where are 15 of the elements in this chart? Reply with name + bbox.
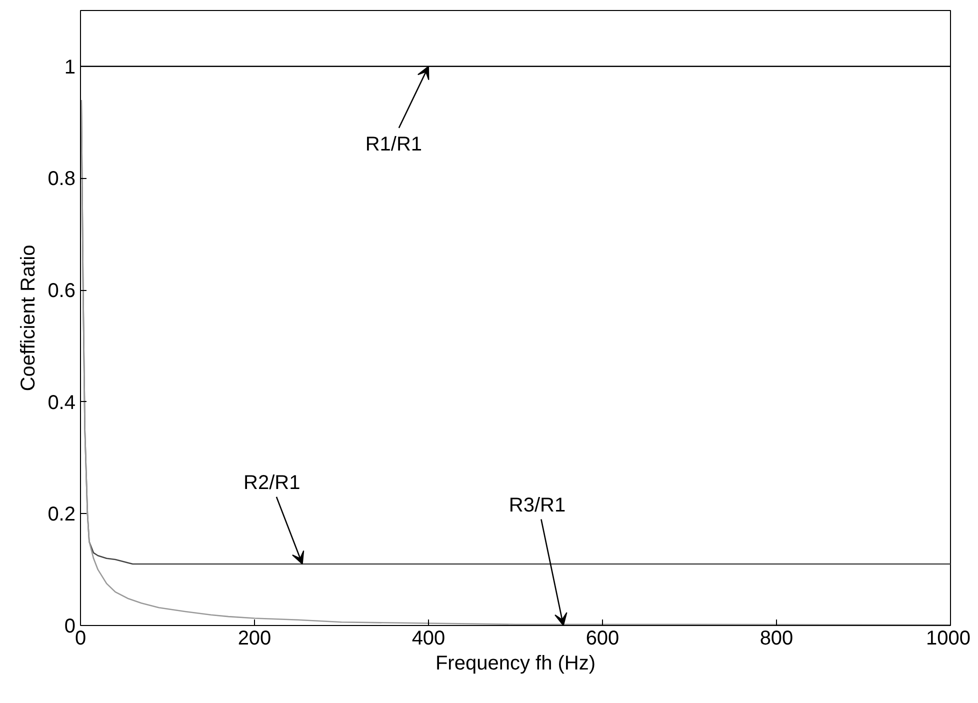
x-tick-label: 400 [412, 628, 446, 650]
y-tick-label: 1 [64, 56, 76, 78]
x-axis-title: Frequency fh (Hz) [435, 652, 596, 674]
annotation: R3/R1 [508, 494, 566, 516]
y-axis-title: Coefficient Ratio [18, 244, 40, 392]
y-tick-label: 0.2 [48, 504, 76, 526]
y-tick-label: 0.6 [48, 280, 76, 302]
annotation: R2/R1 [244, 472, 300, 494]
annotation: R1/R1 [365, 134, 422, 156]
y-tick-label: 0.8 [48, 168, 76, 190]
x-tick-label: 1000 [926, 628, 971, 650]
x-tick-label: 200 [238, 628, 272, 650]
x-tick-label: 600 [586, 628, 620, 650]
y-tick-label: 0.4 [48, 392, 76, 414]
x-tick-label: 800 [760, 628, 794, 650]
